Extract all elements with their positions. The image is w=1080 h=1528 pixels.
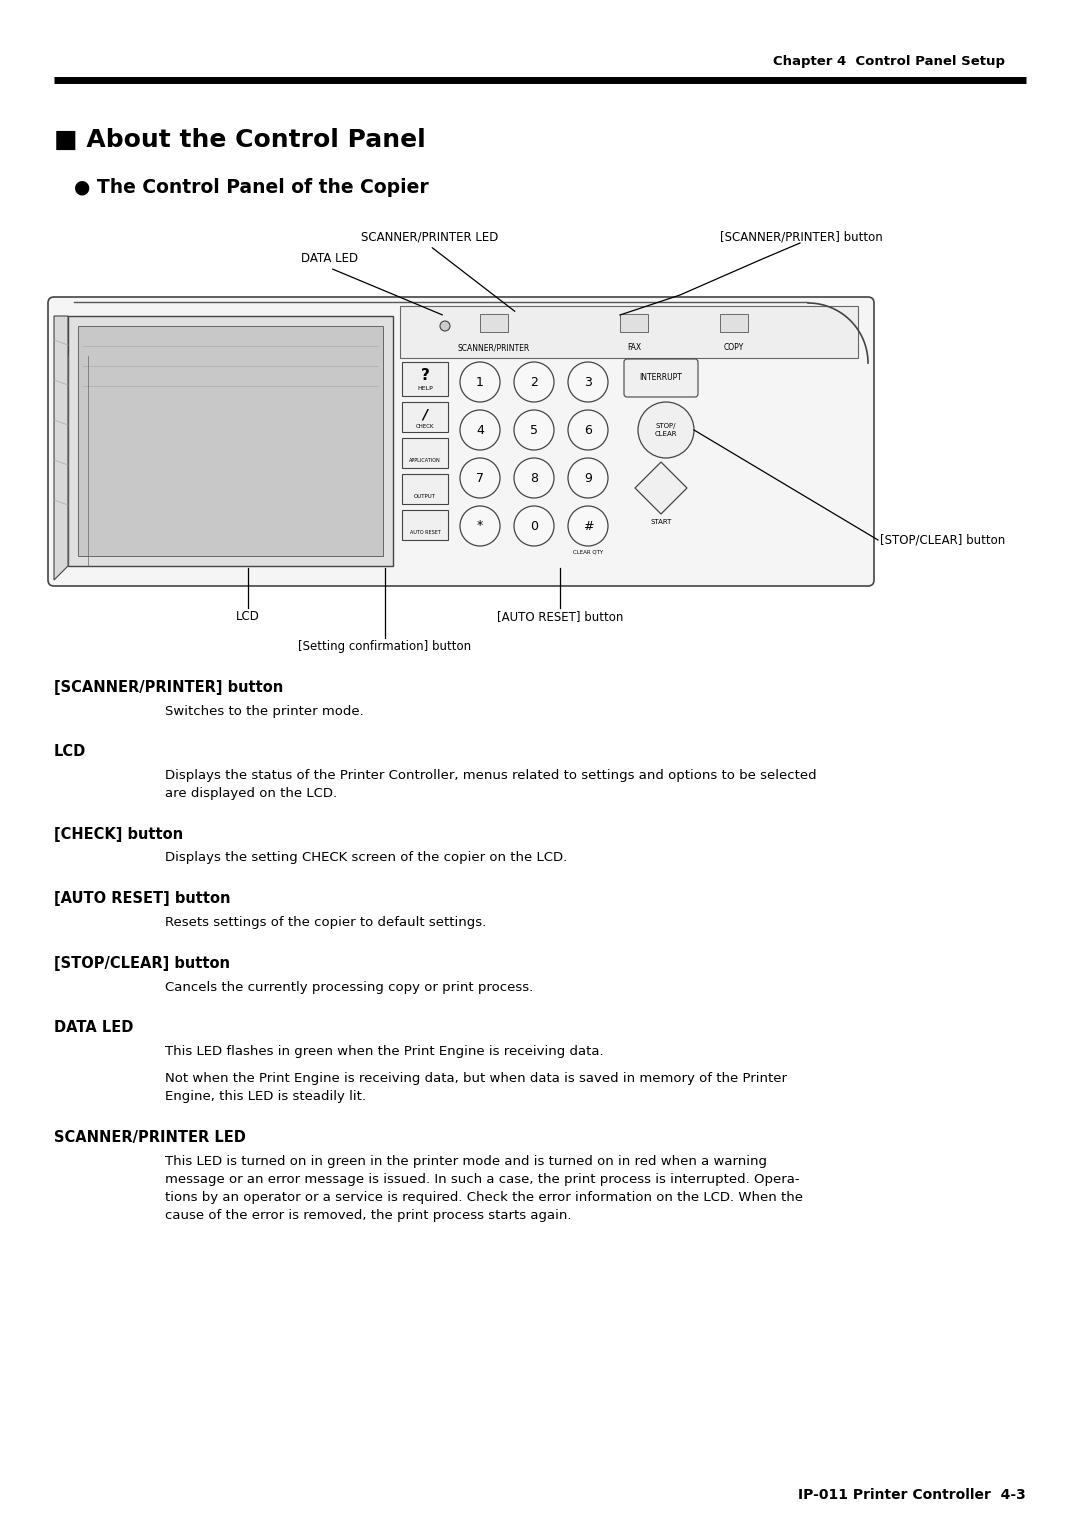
Text: /: / [422, 406, 428, 422]
Text: 6: 6 [584, 423, 592, 437]
Text: 8: 8 [530, 472, 538, 484]
Text: message or an error message is issued. In such a case, the print process is inte: message or an error message is issued. I… [165, 1172, 799, 1186]
Polygon shape [635, 461, 687, 513]
Text: OUTPUT: OUTPUT [414, 494, 436, 500]
Text: CHECK: CHECK [416, 423, 434, 429]
Bar [78, 325, 383, 556]
Text: Switches to the printer mode.: Switches to the printer mode. [165, 704, 364, 718]
Text: LCD: LCD [54, 744, 86, 759]
Text: 7: 7 [476, 472, 484, 484]
Text: are displayed on the LCD.: are displayed on the LCD. [165, 787, 337, 801]
Text: 0: 0 [530, 520, 538, 532]
Text: FAX: FAX [626, 344, 642, 353]
Text: tions by an operator or a service is required. Check the error information on th: tions by an operator or a service is req… [165, 1190, 804, 1204]
Text: [AUTO RESET] button: [AUTO RESET] button [497, 610, 623, 623]
Text: This LED flashes in green when the Print Engine is receiving data.: This LED flashes in green when the Print… [165, 1045, 604, 1057]
Text: [AUTO RESET] button: [AUTO RESET] button [54, 891, 230, 906]
Text: APPLICATION: APPLICATION [409, 458, 441, 463]
Circle shape [460, 506, 500, 545]
Text: *: * [477, 520, 483, 532]
Text: 3: 3 [584, 376, 592, 388]
Bar [400, 306, 858, 358]
Bar [720, 313, 748, 332]
Text: Resets settings of the copier to default settings.: Resets settings of the copier to default… [165, 915, 486, 929]
Text: This LED is turned on in green in the printer mode and is turned on in red when : This LED is turned on in green in the pr… [165, 1155, 767, 1167]
Text: DATA LED: DATA LED [301, 252, 359, 264]
Text: HELP: HELP [417, 387, 433, 391]
Text: cause of the error is removed, the print process starts again.: cause of the error is removed, the print… [165, 1209, 571, 1221]
Text: 9: 9 [584, 472, 592, 484]
Text: #: # [583, 520, 593, 532]
Circle shape [460, 410, 500, 451]
Text: STOP/
CLEAR: STOP/ CLEAR [654, 423, 677, 437]
Text: [SCANNER/PRINTER] button: [SCANNER/PRINTER] button [54, 680, 283, 695]
Bar [402, 474, 448, 504]
Text: 5: 5 [530, 423, 538, 437]
Text: [Setting confirmation] button: [Setting confirmation] button [298, 640, 472, 652]
Text: SCANNER/PRINTER: SCANNER/PRINTER [458, 344, 530, 353]
Bar [402, 439, 448, 468]
Circle shape [568, 410, 608, 451]
Text: AUTO RESET: AUTO RESET [409, 530, 441, 535]
Text: [SCANNER/PRINTER] button: [SCANNER/PRINTER] button [720, 231, 882, 243]
Bar [68, 316, 393, 565]
Text: Displays the setting CHECK screen of the copier on the LCD.: Displays the setting CHECK screen of the… [165, 851, 567, 865]
Text: ?: ? [420, 368, 430, 382]
Text: Cancels the currently processing copy or print process.: Cancels the currently processing copy or… [165, 981, 534, 993]
Text: [STOP/CLEAR] button: [STOP/CLEAR] button [54, 957, 230, 970]
Text: Chapter 4  Control Panel Setup: Chapter 4 Control Panel Setup [773, 55, 1005, 69]
Text: DATA LED: DATA LED [54, 1021, 133, 1036]
Circle shape [638, 402, 694, 458]
Text: CLEAR QTY: CLEAR QTY [572, 549, 603, 555]
Text: Not when the Print Engine is receiving data, but when data is saved in memory of: Not when the Print Engine is receiving d… [165, 1073, 787, 1085]
Text: [CHECK] button: [CHECK] button [54, 827, 184, 842]
Bar [402, 510, 448, 539]
Bar [480, 313, 508, 332]
Text: 2: 2 [530, 376, 538, 388]
Text: ■ About the Control Panel: ■ About the Control Panel [54, 128, 426, 151]
Text: SCANNER/PRINTER LED: SCANNER/PRINTER LED [54, 1131, 246, 1144]
Text: ● The Control Panel of the Copier: ● The Control Panel of the Copier [75, 177, 429, 197]
Bar [402, 402, 448, 432]
Text: [STOP/CLEAR] button: [STOP/CLEAR] button [880, 533, 1005, 547]
FancyBboxPatch shape [48, 296, 874, 587]
Text: 1: 1 [476, 376, 484, 388]
Text: Displays the status of the Printer Controller, menus related to settings and opt: Displays the status of the Printer Contr… [165, 769, 816, 782]
Circle shape [440, 321, 450, 332]
Text: INTERRUPT: INTERRUPT [639, 373, 683, 382]
Bar [402, 362, 448, 396]
Bar [620, 313, 648, 332]
FancyBboxPatch shape [624, 359, 698, 397]
Text: Engine, this LED is steadily lit.: Engine, this LED is steadily lit. [165, 1089, 366, 1103]
Polygon shape [54, 316, 68, 581]
Circle shape [568, 362, 608, 402]
Circle shape [460, 458, 500, 498]
Text: COPY: COPY [724, 344, 744, 353]
Text: START: START [650, 520, 672, 526]
Text: IP-011 Printer Controller  4-3: IP-011 Printer Controller 4-3 [798, 1488, 1026, 1502]
Circle shape [514, 362, 554, 402]
Circle shape [460, 362, 500, 402]
Text: LCD: LCD [237, 610, 260, 623]
Circle shape [568, 506, 608, 545]
Text: 4: 4 [476, 423, 484, 437]
Circle shape [568, 458, 608, 498]
Text: SCANNER/PRINTER LED: SCANNER/PRINTER LED [362, 231, 499, 243]
Circle shape [514, 506, 554, 545]
Circle shape [514, 410, 554, 451]
Circle shape [514, 458, 554, 498]
